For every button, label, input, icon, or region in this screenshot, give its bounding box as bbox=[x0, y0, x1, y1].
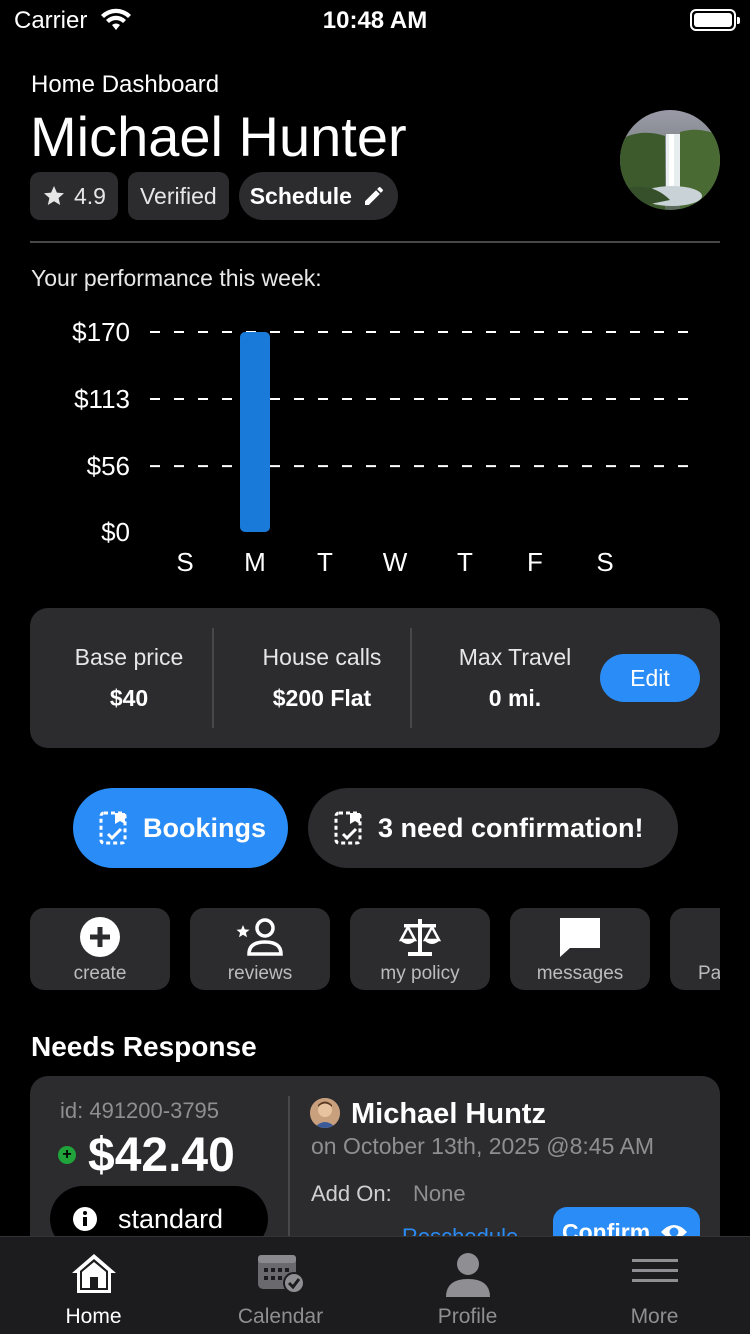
home-icon bbox=[71, 1254, 116, 1293]
star-icon bbox=[44, 186, 64, 205]
chart-bar bbox=[240, 332, 270, 532]
base-price-block: Base price $40 bbox=[60, 644, 198, 712]
house-calls-value: $200 Flat bbox=[272, 685, 372, 711]
pricing-card: Base price $40 House calls $200 Flat Max… bbox=[30, 608, 720, 748]
info-icon bbox=[73, 1207, 97, 1231]
edit-pricing-button[interactable]: Edit bbox=[600, 654, 700, 702]
max-travel-value: 0 mi. bbox=[488, 685, 542, 711]
scale-icon bbox=[398, 919, 442, 956]
y-tick-label: $0 bbox=[101, 517, 130, 547]
tab-bar: Home Calendar Profile bbox=[0, 1236, 750, 1334]
tab-profile[interactable]: Profile bbox=[374, 1237, 561, 1334]
request-price: $42.40 bbox=[88, 1129, 235, 1182]
x-tick-label: F bbox=[527, 547, 543, 577]
schedule-button[interactable]: Schedule bbox=[238, 172, 398, 220]
x-tick-label: S bbox=[596, 547, 613, 577]
client-avatar bbox=[310, 1098, 340, 1128]
add-icon: + bbox=[58, 1146, 76, 1164]
clock: 10:48 AM bbox=[322, 7, 428, 34]
messages-action[interactable]: messages bbox=[510, 908, 650, 990]
policy-action[interactable]: my policy bbox=[350, 908, 490, 990]
request-date: on October 13th, 2025 @8:45 AM bbox=[311, 1133, 655, 1159]
x-tick-label: W bbox=[383, 547, 408, 577]
needs-confirmation-button[interactable]: 3 need confirmation! bbox=[308, 788, 678, 868]
confirmation-label: 3 need confirmation! bbox=[378, 812, 644, 843]
base-price-label: Base price bbox=[74, 644, 184, 670]
house-calls-label: House calls bbox=[262, 644, 382, 670]
rating-chip: 4.9 bbox=[30, 172, 118, 220]
reviews-label: reviews bbox=[227, 963, 293, 984]
tab-home[interactable]: Home bbox=[0, 1237, 187, 1334]
schedule-label: Schedule bbox=[249, 182, 352, 209]
waterfall-photo bbox=[620, 110, 720, 210]
addon-label: Add On: bbox=[311, 1181, 392, 1206]
quick-actions: create reviews my policy bbox=[30, 908, 720, 990]
booking-icon bbox=[99, 811, 127, 845]
performance-label: Your performance this week: bbox=[31, 265, 322, 291]
request-id: id: 491200-3795 bbox=[60, 1098, 220, 1123]
messages-label: messages bbox=[536, 963, 624, 984]
policy-label: my policy bbox=[380, 963, 460, 984]
battery-icon bbox=[690, 9, 740, 31]
pricing-divider bbox=[212, 628, 214, 728]
person-icon bbox=[445, 1253, 490, 1297]
payments-action[interactable]: Pa bbox=[670, 908, 720, 990]
booking-icon bbox=[334, 811, 362, 845]
request-divider bbox=[288, 1096, 290, 1334]
wifi-icon bbox=[101, 8, 131, 30]
calendar-icon bbox=[257, 1255, 305, 1294]
bookings-button[interactable]: Bookings bbox=[73, 788, 288, 868]
page-subtitle: Home Dashboard bbox=[31, 71, 220, 98]
client-name: Michael Huntz bbox=[351, 1098, 546, 1130]
addon-value: None bbox=[413, 1181, 466, 1206]
eye-icon bbox=[661, 1225, 688, 1239]
x-tick-label: S bbox=[176, 547, 193, 577]
page-title: Michael Hunter bbox=[30, 105, 407, 168]
tab-more-label: More bbox=[630, 1305, 679, 1328]
performance-chart: $0 $56 $113 $170 S M T W T F S bbox=[72, 317, 690, 577]
tab-home-label: Home bbox=[65, 1305, 122, 1328]
y-tick-label: $56 bbox=[87, 451, 130, 481]
pencil-icon bbox=[364, 186, 383, 205]
menu-icon bbox=[631, 1259, 678, 1282]
y-tick-label: $170 bbox=[72, 317, 130, 347]
x-tick-label: T bbox=[317, 547, 333, 577]
reviews-action[interactable]: reviews bbox=[190, 908, 330, 990]
y-tick-label: $113 bbox=[74, 384, 130, 414]
payments-label: Pa bbox=[698, 963, 720, 984]
tab-calendar-label: Calendar bbox=[237, 1305, 324, 1328]
section-title: Needs Response bbox=[31, 1031, 257, 1062]
x-tick-label: M bbox=[244, 547, 266, 577]
message-icon bbox=[560, 918, 600, 957]
header-chips: 4.9 Verified Schedule bbox=[30, 172, 398, 220]
person-star-icon bbox=[236, 918, 283, 956]
header-divider bbox=[30, 241, 720, 243]
carrier-label: Carrier bbox=[14, 7, 88, 34]
tab-calendar[interactable]: Calendar bbox=[187, 1237, 374, 1334]
plus-circle-icon bbox=[80, 917, 120, 957]
house-calls-block: House calls $200 Flat bbox=[242, 644, 402, 712]
service-type-label: standard bbox=[118, 1203, 224, 1234]
max-travel-block: Max Travel 0 mi. bbox=[445, 644, 585, 712]
x-tick-label: T bbox=[457, 547, 473, 577]
create-label: create bbox=[73, 963, 127, 984]
bookings-label: Bookings bbox=[143, 812, 267, 843]
tab-profile-label: Profile bbox=[437, 1305, 498, 1328]
avatar[interactable] bbox=[620, 110, 720, 210]
pricing-divider bbox=[410, 628, 412, 728]
create-action[interactable]: create bbox=[30, 908, 170, 990]
status-bar: Carrier 10:48 AM bbox=[0, 0, 750, 40]
tab-more[interactable]: More bbox=[561, 1237, 748, 1334]
rating-value: 4.9 bbox=[74, 182, 106, 209]
verified-chip: Verified bbox=[127, 172, 229, 220]
max-travel-label: Max Travel bbox=[458, 644, 572, 670]
base-price-value: $40 bbox=[109, 685, 149, 711]
